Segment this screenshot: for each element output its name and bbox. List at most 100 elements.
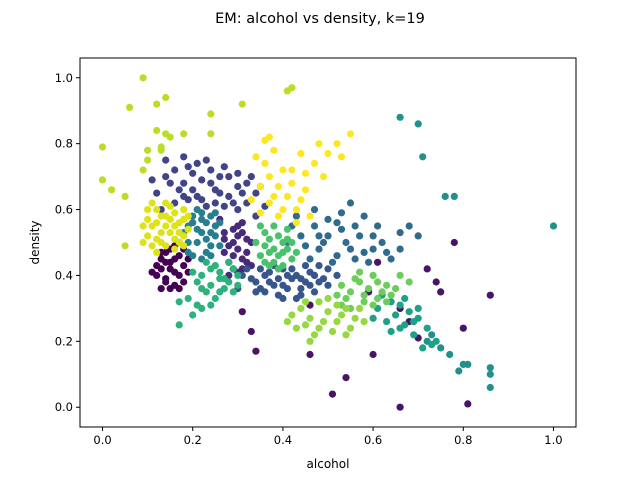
data-point-c5-1: [315, 245, 323, 253]
data-point-c6-17: [202, 235, 210, 243]
data-point-c12-7: [301, 321, 310, 329]
data-point-c15-17: [315, 140, 323, 148]
data-point-c13-3: [162, 93, 170, 102]
data-point-c1-5: [396, 403, 404, 411]
data-point-c12-12: [288, 311, 296, 319]
data-point-c6-20: [193, 225, 201, 233]
data-point-c5-20: [297, 232, 305, 240]
data-point-c5-17: [346, 245, 355, 253]
data-point-c13-11: [121, 192, 129, 200]
data-point-c10-12: [270, 222, 278, 230]
data-point-c8-16: [369, 314, 377, 322]
data-point-c3-15: [180, 153, 188, 161]
data-point-c3-3: [180, 179, 188, 187]
data-point-c10-6: [288, 255, 296, 263]
data-point-c8-13: [396, 301, 404, 309]
data-point-c4-15: [319, 275, 328, 283]
data-point-c15-8: [288, 179, 296, 187]
data-point-c14-29: [171, 245, 179, 253]
data-point-c6-24: [184, 248, 192, 256]
data-point-c13-13: [144, 146, 152, 154]
data-point-c15-26: [247, 196, 255, 204]
data-point-c13-6: [207, 110, 215, 118]
data-point-c12-6: [351, 314, 359, 322]
data-point-c12-19: [333, 301, 341, 309]
data-point-c7-12: [486, 370, 494, 378]
data-point-c0-26: [148, 268, 156, 276]
data-point-c15-19: [333, 140, 341, 148]
data-point-c5-19: [365, 258, 373, 266]
data-point-c8-0: [383, 318, 391, 326]
data-point-c15-15: [265, 133, 273, 141]
data-point-c8-9: [405, 308, 413, 316]
data-point-c12-21: [360, 318, 368, 326]
data-point-c3-21: [234, 206, 242, 214]
data-point-c14-6: [171, 209, 179, 217]
data-point-c11-7: [369, 271, 377, 279]
data-point-c7-5: [549, 222, 558, 230]
data-point-c14-8: [144, 215, 152, 223]
data-point-c12-13: [292, 324, 300, 332]
data-point-c3-16: [189, 169, 197, 177]
data-point-c8-8: [396, 324, 404, 332]
data-point-c10-16: [279, 248, 287, 256]
y-tick-label: 0.2: [55, 334, 73, 348]
data-point-c8-18: [432, 337, 440, 345]
data-point-c15-0: [265, 199, 273, 207]
data-point-c3-17: [198, 176, 206, 184]
data-point-c5-29: [374, 222, 382, 230]
data-point-c15-9: [297, 196, 305, 204]
data-point-c9-23: [229, 288, 237, 296]
data-point-c11-14: [360, 291, 368, 299]
data-point-c4-17: [261, 288, 269, 296]
y-tick-label: 0.8: [55, 137, 73, 151]
data-point-c4-24: [333, 271, 341, 279]
data-point-c3-7: [216, 173, 224, 181]
data-point-c4-37: [279, 294, 287, 303]
data-point-c5-2: [324, 232, 332, 240]
data-point-c3-27: [202, 202, 210, 210]
data-point-c5-13: [310, 222, 319, 230]
data-point-c3-42: [180, 192, 188, 200]
data-point-c15-11: [252, 153, 260, 161]
data-point-c1-8: [450, 238, 458, 247]
data-point-c4-9: [265, 268, 273, 276]
data-point-c11-16: [333, 291, 341, 299]
data-point-c9-2: [216, 268, 224, 276]
data-point-c11-18: [383, 298, 391, 306]
data-point-c2-12: [243, 248, 251, 256]
data-point-c0-10: [157, 285, 165, 293]
data-point-c13-22: [139, 166, 147, 174]
data-point-c0-14: [166, 285, 174, 293]
data-point-c3-33: [247, 173, 255, 181]
data-point-c11-4: [383, 281, 391, 289]
x-tick-label: 0.6: [364, 433, 382, 447]
data-point-c5-24: [310, 206, 319, 214]
data-point-c7-8: [455, 367, 463, 375]
data-point-c4-30: [256, 265, 264, 273]
data-point-c9-24: [189, 311, 197, 319]
data-point-c3-31: [166, 179, 174, 187]
data-point-c6-21: [198, 215, 206, 223]
data-point-c12-20: [301, 298, 310, 306]
y-axis-label: density: [28, 221, 42, 265]
data-point-c15-31: [292, 219, 300, 227]
data-point-c3-26: [193, 192, 201, 200]
data-point-c2-9: [220, 229, 228, 237]
data-point-c3-24: [175, 186, 183, 194]
data-point-c14-17: [184, 225, 192, 233]
data-point-c14-13: [148, 242, 156, 250]
data-point-c5-18: [356, 232, 364, 240]
data-point-c1-3: [328, 390, 337, 398]
data-point-c10-19: [274, 265, 282, 273]
data-point-c7-10: [486, 364, 494, 372]
data-point-c3-6: [207, 179, 215, 187]
data-point-c14-23: [139, 222, 147, 230]
data-point-c0-25: [175, 285, 183, 293]
data-point-c11-0: [346, 288, 355, 296]
data-point-c3-40: [193, 159, 201, 167]
data-point-c6-19: [216, 242, 224, 250]
data-point-c1-13: [252, 347, 260, 355]
data-point-c5-31: [351, 255, 359, 263]
data-point-c9-27: [175, 321, 183, 329]
